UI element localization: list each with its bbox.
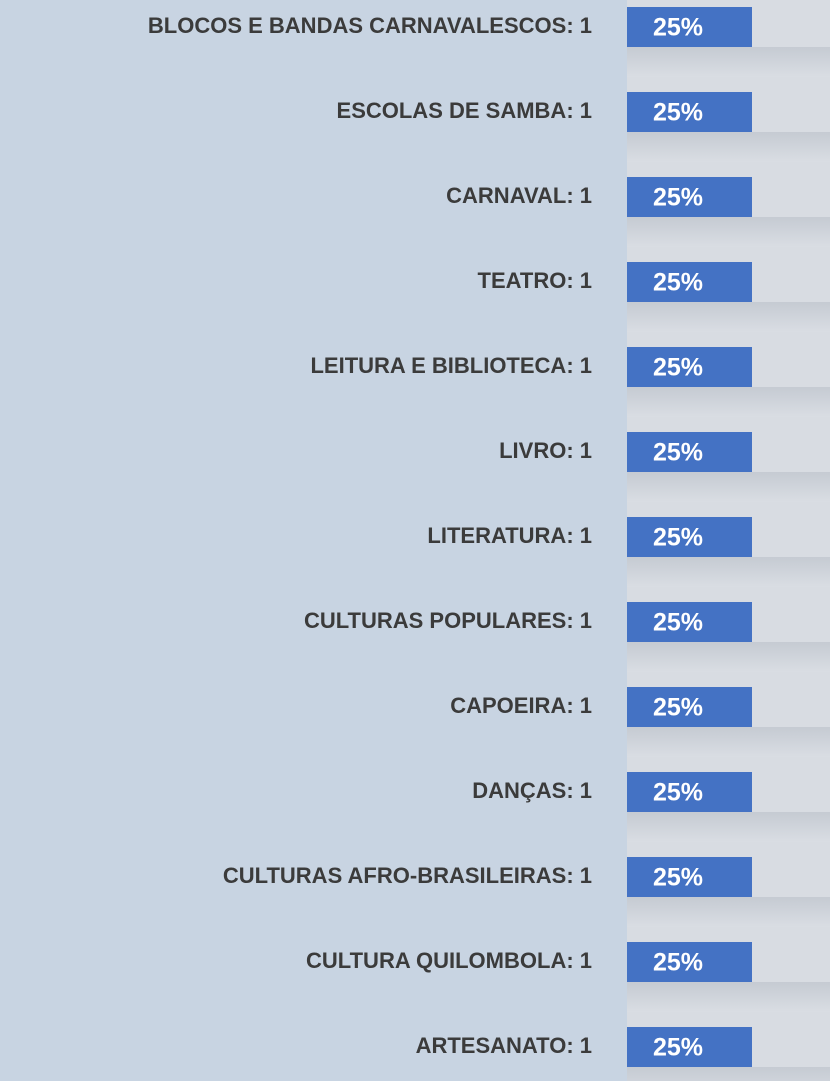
value-label: 25% (653, 14, 703, 42)
bar (627, 347, 752, 387)
bar (627, 857, 752, 897)
bar (627, 7, 752, 47)
bar-shadow (627, 727, 830, 757)
bar-shadow (627, 812, 830, 842)
bar-shadow (627, 557, 830, 587)
value-label: 25% (653, 524, 703, 552)
bar-shadow (627, 132, 830, 162)
category-label: CULTURAS POPULARES: 1 (304, 608, 592, 633)
category-label: LIVRO: 1 (499, 438, 592, 463)
category-label: CARNAVAL: 1 (446, 183, 592, 208)
category-label: CULTURAS AFRO-BRASILEIRAS: 1 (223, 863, 592, 888)
value-label: 25% (653, 609, 703, 637)
category-label: CULTURA QUILOMBOLA: 1 (306, 948, 592, 973)
category-label: LEITURA E BIBLIOTECA: 1 (310, 353, 592, 378)
bar (627, 942, 752, 982)
category-label: LITERATURA: 1 (427, 523, 592, 548)
bar-shadow (627, 302, 830, 332)
bar-shadow (627, 982, 830, 1012)
bar-shadow (627, 47, 830, 77)
value-label: 25% (653, 269, 703, 297)
category-label: ARTESANATO: 1 (416, 1033, 592, 1058)
bar (627, 432, 752, 472)
bar-shadow (627, 472, 830, 502)
category-label: TEATRO: 1 (478, 268, 592, 293)
bar-shadow (627, 217, 830, 247)
category-label: BLOCOS E BANDAS CARNAVALESCOS: 1 (148, 13, 592, 38)
value-label: 25% (653, 99, 703, 127)
bar (627, 262, 752, 302)
bar-shadow (627, 897, 830, 927)
value-label: 25% (653, 694, 703, 722)
value-label: 25% (653, 184, 703, 212)
bar (627, 687, 752, 727)
value-label: 25% (653, 864, 703, 892)
value-label: 25% (653, 439, 703, 467)
bar (627, 602, 752, 642)
bar-shadow (627, 387, 830, 417)
value-label: 25% (653, 354, 703, 382)
bar (627, 772, 752, 812)
bar (627, 517, 752, 557)
bar (627, 92, 752, 132)
bar-shadow (627, 642, 830, 672)
value-label: 25% (653, 1034, 703, 1062)
category-label: DANÇAS: 1 (472, 778, 592, 803)
bar (627, 1027, 752, 1067)
bar (627, 177, 752, 217)
value-label: 25% (653, 949, 703, 977)
bar-shadow (627, 1067, 830, 1081)
category-label: CAPOEIRA: 1 (450, 693, 592, 718)
value-label: 25% (653, 779, 703, 807)
category-label: ESCOLAS DE SAMBA: 1 (337, 98, 592, 123)
